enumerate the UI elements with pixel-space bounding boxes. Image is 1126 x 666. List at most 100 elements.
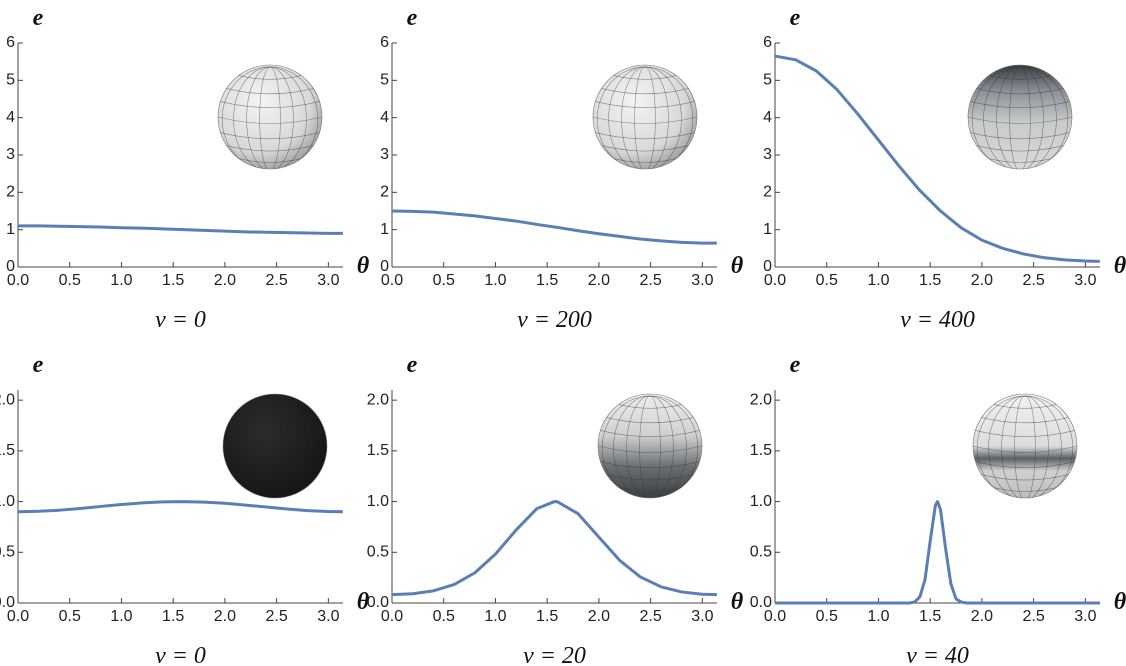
y-tick-label: 3 — [763, 146, 772, 163]
y-tick-label: 2.0 — [367, 391, 389, 408]
curve — [391, 500, 717, 597]
x-tick-label: 3.0 — [317, 272, 339, 289]
y-tick-label: 1.5 — [367, 442, 389, 459]
parallel — [613, 158, 677, 163]
x-axis-label: θ — [1114, 253, 1126, 279]
y-tick-label: 6 — [380, 34, 389, 51]
curve — [18, 224, 343, 235]
x-tick-label: 3.0 — [1074, 608, 1096, 625]
meridian — [238, 395, 312, 498]
y-tick-label: 4 — [380, 109, 389, 126]
parallel — [968, 116, 1072, 124]
x-tick-label: 0.5 — [433, 272, 455, 289]
y-tick-label: 6 — [6, 34, 15, 51]
curve — [17, 500, 343, 514]
y-axis-label: e — [790, 352, 801, 378]
y-tick-label: 1 — [763, 221, 772, 238]
parallel — [223, 445, 327, 453]
y-tick-label: 1.5 — [0, 442, 15, 459]
parallel — [593, 116, 697, 124]
x-tick-label: 1.0 — [110, 272, 132, 289]
x-tick-label: 1.5 — [162, 608, 184, 625]
x-tick-label: 2.5 — [266, 272, 288, 289]
meridian — [596, 66, 694, 169]
x-tick-label: 2.5 — [640, 272, 662, 289]
y-tick-label: 5 — [380, 72, 389, 89]
parallel — [218, 116, 322, 124]
parallel — [606, 474, 694, 481]
x-tick-label: 0.5 — [59, 272, 81, 289]
x-tick-label: 0.0 — [7, 608, 29, 625]
curve — [391, 209, 717, 245]
sphere-grid — [968, 66, 1072, 169]
parallel — [973, 445, 1077, 453]
meridian — [264, 395, 286, 498]
parallel — [243, 487, 307, 492]
parallel — [993, 404, 1057, 409]
y-tick-label: 0 — [380, 258, 389, 275]
x-tick-label: 0.5 — [433, 608, 455, 625]
sphere-illustration — [967, 64, 1073, 170]
x-tick-label: 1.5 — [162, 272, 184, 289]
y-tick-label: 1.0 — [367, 493, 389, 510]
caption: v = 0 — [155, 643, 206, 666]
parallel — [601, 88, 689, 95]
x-tick-label: 2.5 — [1023, 272, 1045, 289]
meridian — [221, 66, 319, 169]
parallel — [226, 88, 314, 95]
parallel — [225, 430, 325, 437]
x-tick-label: 3.0 — [691, 272, 713, 289]
meridian — [226, 395, 324, 498]
parallel — [993, 487, 1057, 492]
y-axis-label: e — [33, 5, 44, 31]
parallel — [231, 474, 319, 481]
x-tick-label: 1.0 — [484, 608, 506, 625]
x-tick-label: 3.0 — [1074, 272, 1096, 289]
x-tick-label: 0.0 — [381, 272, 403, 289]
curve — [774, 54, 1100, 263]
y-axis-label: e — [33, 352, 44, 378]
y-tick-label: 4 — [6, 109, 15, 126]
x-tick-label: 3.0 — [317, 608, 339, 625]
x-tick-label: 0.5 — [816, 272, 838, 289]
x-tick-label: 1.0 — [867, 272, 889, 289]
y-tick-label: 6 — [763, 34, 772, 51]
parallel — [226, 145, 314, 152]
parallel — [220, 101, 320, 108]
parallel — [988, 75, 1052, 80]
y-tick-label: 1.5 — [750, 442, 772, 459]
sphere-grid — [598, 395, 702, 498]
y-tick-label: 4 — [763, 109, 772, 126]
curve — [775, 500, 1100, 605]
parallel — [595, 132, 695, 140]
y-tick-label: 2.0 — [0, 391, 15, 408]
x-tick-label: 1.5 — [536, 608, 558, 625]
x-tick-label: 3.0 — [691, 608, 713, 625]
y-tick-label: 0.5 — [0, 544, 15, 561]
parallel — [225, 461, 325, 469]
parallel — [600, 430, 700, 437]
x-tick-label: 0.0 — [764, 608, 786, 625]
y-tick-label: 0 — [6, 258, 15, 275]
x-tick-label: 2.5 — [640, 608, 662, 625]
meridian — [971, 66, 1069, 169]
x-tick-label: 2.0 — [971, 272, 993, 289]
parallel — [606, 417, 694, 424]
sphere-illustration — [217, 64, 323, 170]
y-tick-label: 1.0 — [0, 493, 15, 510]
x-tick-label: 0.0 — [764, 272, 786, 289]
meridian — [976, 395, 1074, 498]
parallel — [231, 417, 319, 424]
x-tick-label: 2.0 — [214, 608, 236, 625]
parallel — [618, 404, 682, 409]
sphere-illustration — [972, 393, 1078, 499]
y-tick-label: 1 — [380, 221, 389, 238]
caption: v = 400 — [900, 307, 975, 333]
y-tick-label: 1 — [6, 221, 15, 238]
parallel — [598, 445, 702, 453]
y-tick-label: 2 — [763, 184, 772, 201]
x-tick-label: 2.5 — [1023, 608, 1045, 625]
x-axis-label: θ — [357, 589, 370, 615]
